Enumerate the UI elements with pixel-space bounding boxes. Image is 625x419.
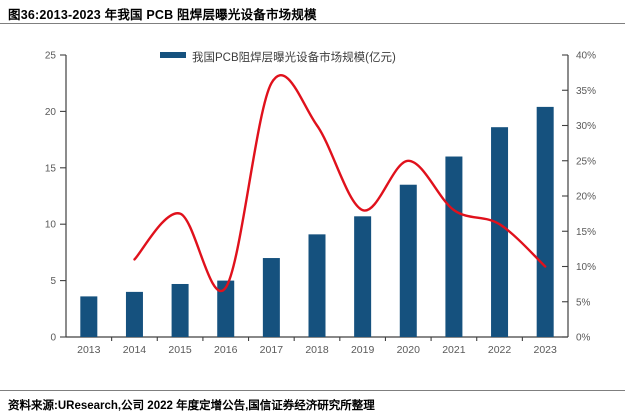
legend-label: 我国PCB阻焊层曝光设备市场规模(亿元): [192, 50, 396, 64]
figure-title: 图36:2013-2023 年我国 PCB 阻焊层曝光设备市场规模: [8, 8, 317, 22]
bar-2021: [445, 156, 463, 337]
x-label-2019: 2019: [351, 344, 375, 356]
right-axis-tick-label: 40%: [576, 51, 596, 62]
x-label-2015: 2015: [168, 344, 192, 356]
right-axis-tick-label: 30%: [576, 121, 596, 132]
source-note: 资料来源:UResearch,公司 2022 年度定增公告,国信证券经济研究所整…: [8, 400, 375, 412]
right-axis-tick-label: 20%: [576, 192, 596, 203]
right-axis-tick-label: 0%: [576, 333, 591, 344]
x-label-2018: 2018: [305, 344, 329, 356]
market-size-combo-chart: 0 5 10 15 20 25 0% 5% 10% 15% 20% 25% 30% 35% 40% 2013 2…: [45, 50, 596, 356]
bar-2018: [308, 234, 326, 337]
right-axis-tick-label: 15%: [576, 227, 596, 238]
footer-divider: [0, 390, 625, 391]
growth-rate-line: [133, 74, 547, 293]
bar-2023: [536, 106, 554, 337]
x-label-2014: 2014: [123, 344, 147, 356]
left-axis-tick-label: 25: [45, 51, 57, 62]
x-label-2022: 2022: [488, 344, 512, 356]
x-label-2016: 2016: [214, 344, 238, 356]
left-axis-tick-label: 0: [50, 333, 56, 344]
bar-2015: [171, 283, 189, 337]
x-label-2013: 2013: [77, 344, 101, 356]
legend-swatch: [160, 52, 186, 58]
right-axis-tick-label: 35%: [576, 86, 596, 97]
bar-2014: [125, 291, 143, 337]
right-axis-tick-label: 25%: [576, 156, 596, 167]
x-label-2017: 2017: [260, 344, 284, 356]
bar-2017: [262, 258, 280, 337]
left-axis-tick-label: 15: [45, 163, 57, 174]
bar-2020: [399, 184, 417, 337]
bar-2013: [80, 296, 98, 337]
left-axis-tick-label: 5: [50, 276, 56, 287]
bar-2016: [217, 280, 235, 337]
x-label-2021: 2021: [442, 344, 466, 356]
left-axis-tick-label: 20: [45, 107, 57, 118]
x-label-2023: 2023: [534, 344, 558, 356]
bar-2022: [491, 127, 509, 337]
right-axis-tick-label: 10%: [576, 262, 596, 273]
title-divider: [0, 23, 625, 24]
left-axis-tick-label: 10: [45, 220, 57, 231]
bar-2019: [354, 216, 372, 337]
x-label-2020: 2020: [397, 344, 421, 356]
right-axis-tick-label: 5%: [576, 297, 591, 308]
chart-area: 0 5 10 15 20 25 0% 5% 10% 15% 20% 25% 30% 35% 40% 2013 2…: [0, 35, 625, 375]
